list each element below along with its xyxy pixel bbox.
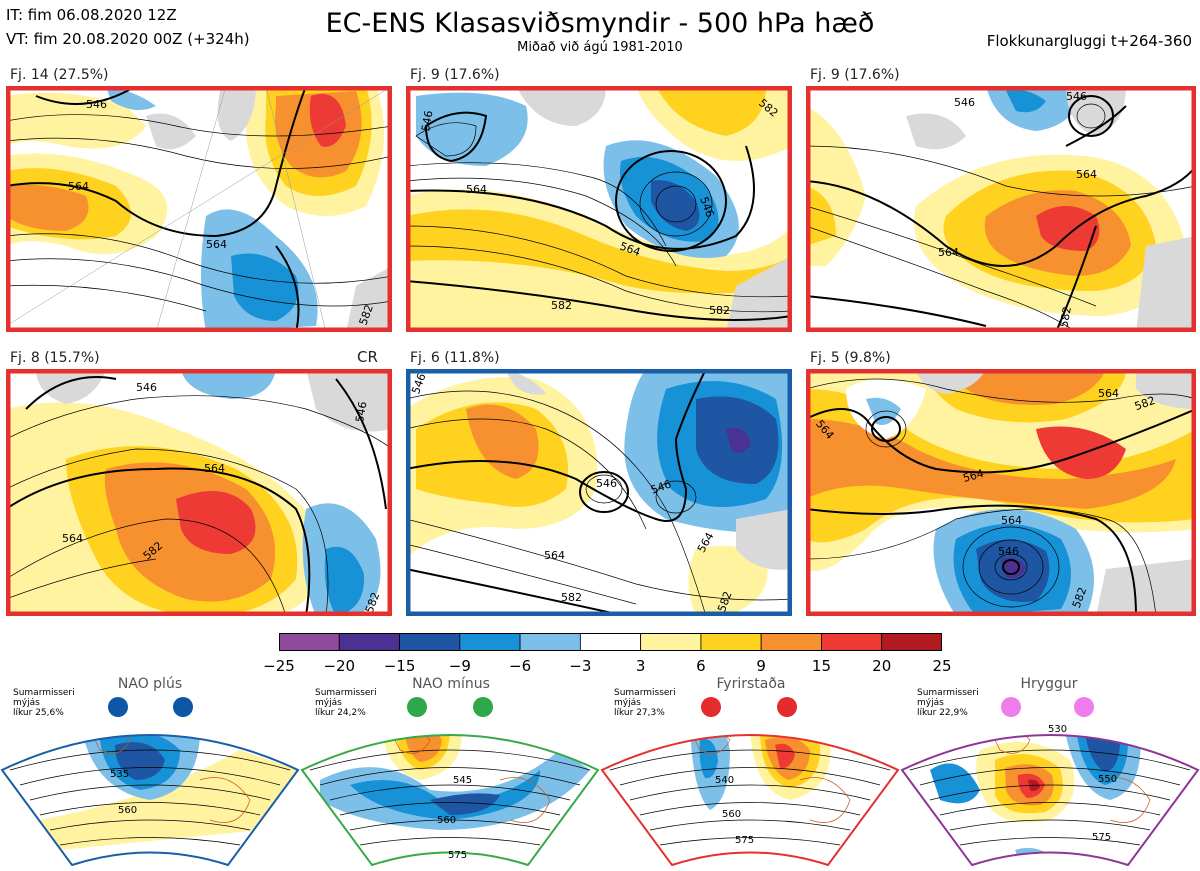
colorbar-tick-label: −15	[383, 657, 416, 675]
panel-1-label: Fj. 14 (27.5%)	[10, 67, 109, 83]
contour-label: 564	[938, 246, 959, 259]
regime-3-title: Fyrirstaða	[716, 676, 786, 692]
cluster-map-3: 546 546 564 564 582	[806, 86, 1196, 332]
svg-text:550: 550	[1098, 774, 1117, 785]
colorbar-cell	[399, 632, 461, 652]
colorbar-tick-label: −3	[569, 657, 592, 675]
regime-1-title: NAO plús	[117, 676, 183, 692]
contour-label: 582	[1057, 306, 1073, 329]
contour-label: 546	[419, 109, 435, 132]
svg-text:560: 560	[722, 809, 741, 820]
regime-4-title: Hryggur	[1020, 676, 1078, 692]
svg-text:575: 575	[735, 835, 754, 846]
regime-2-text: Sumarmisseri mýjás líkur 24,2%	[315, 688, 377, 718]
contour-label: 546	[136, 381, 157, 394]
colorbar-cell	[881, 632, 943, 652]
panel-4-tag: CR	[357, 348, 378, 366]
svg-text:540: 540	[715, 775, 734, 786]
colorbar-cell	[519, 632, 581, 652]
contour-label: 564	[1098, 387, 1119, 400]
colorbar-tick-label: −6	[509, 657, 532, 675]
colorbar-tick-label: −25	[263, 657, 295, 675]
cluster-map-6: 564 564 564 564 546 582 582	[806, 369, 1196, 616]
regime-map-nao-minus: 545 560 575	[300, 697, 600, 867]
colorbar-tick-label: 15	[811, 657, 831, 675]
panel-frame	[406, 86, 792, 332]
contour-label: 564	[1076, 168, 1097, 181]
panel-frame	[6, 86, 392, 332]
contour-label: 564	[204, 462, 225, 475]
contour-label: 564	[206, 238, 227, 251]
panel-frame	[6, 369, 392, 616]
colorbar-cell	[640, 632, 702, 652]
svg-text:545: 545	[453, 775, 472, 786]
regime-map-ridge: 530 550 575	[900, 697, 1200, 867]
colorbar-cell	[459, 632, 521, 652]
regime-1-text: Sumarmisseri mýjás líkur 25,6%	[13, 688, 75, 718]
page-subtitle: Miðað við ágú 1981-2010	[517, 40, 683, 55]
colorbar-cell	[760, 632, 822, 652]
regime-4-text: Sumarmisseri mýjás líkur 22,9%	[917, 688, 979, 718]
cluster-map-5: 546 546 546 564 564 582 582	[406, 369, 792, 616]
colorbar-tick-label: 6	[696, 657, 706, 675]
panel-4-label: Fj. 8 (15.7%)	[10, 350, 100, 366]
panel-2-label: Fj. 9 (17.6%)	[410, 67, 500, 83]
contour-label: 582	[709, 304, 730, 317]
svg-text:560: 560	[118, 805, 137, 816]
svg-text:560: 560	[437, 815, 456, 826]
cluster-map-1: 564 564 546 582	[6, 86, 392, 332]
cluster-window: Flokkunargluggi t+264-360	[986, 32, 1192, 50]
valid-time: VT: fim 20.08.2020 00Z (+324h)	[6, 30, 250, 48]
contour-label: 564	[466, 183, 487, 196]
colorbar-tick-label: 9	[756, 657, 766, 675]
regime-map-nao-plus: 535 560	[0, 697, 300, 867]
colorbar-cell	[579, 632, 642, 652]
contour-label: 546	[596, 477, 617, 490]
cluster-map-2: 564 546 546 564 582 582 582	[406, 86, 792, 332]
colorbar-cell	[278, 632, 340, 652]
colorbar-tick-label: 3	[635, 657, 646, 675]
colorbar-cell	[700, 632, 762, 652]
regime-2-title: NAO mínus	[412, 676, 490, 692]
contour-label: 564	[1001, 514, 1022, 527]
contour-label: 546	[353, 400, 369, 423]
colorbar-tick-label: −20	[323, 657, 356, 675]
colorbar	[278, 632, 943, 652]
page-title: EC-ENS Klasasviðsmyndir - 500 hPa hæð	[325, 8, 875, 39]
panel-frame	[806, 86, 1196, 332]
panel-6-label: Fj. 5 (9.8%)	[810, 350, 891, 366]
colorbar-tick-label: 25	[932, 657, 952, 675]
contour-label: 546	[1066, 90, 1087, 103]
panel-frame	[806, 369, 1196, 616]
regime-map-blocking: 540 560 575	[600, 697, 900, 867]
contour-label: 582	[561, 591, 582, 604]
contour-label: 564	[68, 180, 89, 193]
colorbar-tick-label: −9	[448, 657, 471, 675]
colorbar-tick-label: 20	[872, 657, 892, 675]
colorbar-cell	[338, 632, 400, 652]
svg-text:575: 575	[1092, 832, 1111, 843]
contour-label: 546	[86, 98, 107, 111]
contour-label: 546	[954, 96, 975, 109]
regime-3-text: Sumarmisseri mýjás líkur 27,3%	[614, 688, 676, 718]
panel-5-label: Fj. 6 (11.8%)	[410, 350, 500, 366]
contour-label: 564	[62, 532, 83, 545]
contour-label: 582	[551, 299, 572, 312]
panel-frame	[406, 369, 792, 616]
contour-label: 564	[544, 549, 565, 562]
svg-text:575: 575	[448, 850, 467, 861]
init-time: IT: fim 06.08.2020 12Z	[6, 6, 177, 24]
svg-text:530: 530	[1048, 724, 1067, 735]
panel-3-label: Fj. 9 (17.6%)	[810, 67, 900, 83]
colorbar-cell	[821, 632, 883, 652]
contour-label: 564	[962, 467, 986, 485]
svg-text:535: 535	[110, 769, 129, 780]
cluster-map-4: 546 546 564 564 582 582	[6, 369, 392, 616]
contour-label: 546	[998, 545, 1019, 558]
